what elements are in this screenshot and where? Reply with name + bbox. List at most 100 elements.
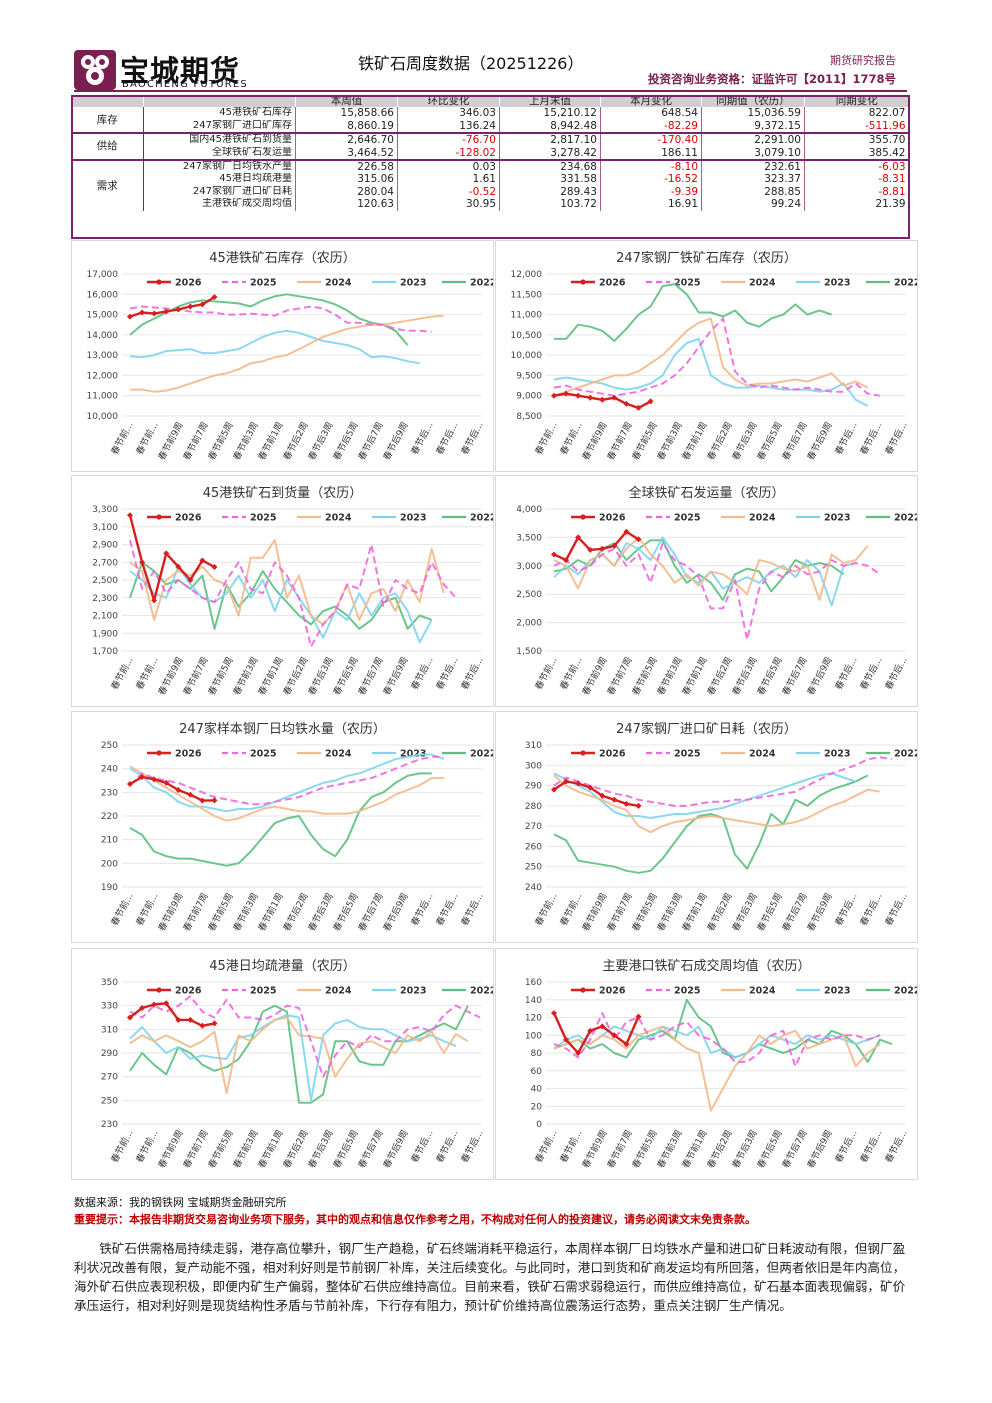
x-tick-label: 春节后...	[882, 655, 909, 692]
chart-panel: 45港铁矿石到货量（农历） 1,700 1,900 2,100 2,300 2,500 2,…	[71, 475, 494, 707]
data-source: 数据来源：我的钢铁网 宝城期货金融研究所	[74, 1196, 287, 1209]
data-point-2026	[587, 546, 594, 553]
series-line-2026	[553, 530, 640, 562]
data-point-2026	[587, 394, 594, 401]
x-tick-label: 春节后...	[458, 1128, 485, 1165]
table-header-cell: 同期变化	[804, 95, 909, 108]
data-point-2026	[199, 557, 206, 564]
data-point-2026	[163, 1000, 170, 1007]
legend-label: 2024	[749, 986, 776, 997]
value-cell: 3,079.10	[701, 146, 805, 161]
legend-label: 2024	[325, 986, 352, 997]
indicator-name: 45港铁矿石库存	[219, 107, 292, 119]
data-point-2026	[139, 773, 146, 780]
value-cell: -128.02	[397, 146, 500, 161]
value-cell: -0.52	[397, 185, 500, 199]
indicator-name: 247家钢厂进口矿日耗	[192, 185, 292, 197]
data-point-2026	[199, 301, 206, 308]
value-cell: 15,210.12	[499, 107, 601, 120]
data-point-2026	[211, 1020, 218, 1027]
chart-title: 247家钢厂进口矿日耗（农历）	[616, 721, 797, 737]
data-point-2026	[127, 313, 133, 320]
value-cell: 16.91	[600, 198, 702, 211]
weekly-data-table: 本周值 环比变化 上月末值 本月变化 同期值（农历） 同期变化 库存 45港铁矿石…	[71, 95, 909, 211]
chart-title: 45港铁矿石库存（农历）	[209, 250, 356, 266]
legend-marker	[580, 750, 586, 756]
value-cell: 103.72	[499, 198, 601, 211]
table-row: 247家钢厂进口矿日耗 280.04 -0.52 289.43 -9.39 288.85-…	[72, 185, 909, 199]
y-tick-label: 2,900	[92, 541, 118, 551]
y-tick-label: 60	[531, 1067, 543, 1077]
x-tick-label: 春节后...	[433, 1128, 460, 1165]
x-tick-label: 春节后...	[857, 891, 884, 928]
data-point-2026	[575, 780, 582, 787]
series-line-2022	[129, 1004, 469, 1104]
y-tick-label: 220	[101, 812, 118, 822]
value-cell: 385.42	[804, 146, 909, 161]
y-tick-label: 260	[525, 842, 542, 852]
legend-label: 2025	[674, 749, 700, 760]
y-tick-label: 9,000	[516, 392, 542, 402]
series-line-2025	[129, 995, 481, 1078]
data-point-2026	[175, 1016, 182, 1023]
data-point-2026	[587, 1027, 594, 1034]
line-chart: 247家样本钢厂日均铁水量（农历） 190 200 210 220 230 240 250 春节…	[101, 721, 493, 933]
y-tick-label: 140	[525, 996, 542, 1006]
data-point-2026	[187, 577, 194, 583]
y-tick-label: 310	[525, 741, 542, 751]
data-point-2026	[139, 1005, 146, 1012]
series-line-2022	[554, 283, 832, 342]
value-cell: 8,860.19	[295, 119, 398, 134]
data-point-2026	[599, 1023, 606, 1030]
legend-label: 2026	[175, 513, 202, 524]
legend-label: 2024	[749, 513, 776, 524]
series-line-2024	[129, 1016, 469, 1095]
data-point-2026	[163, 550, 170, 557]
y-tick-label: 190	[101, 883, 118, 893]
series-line-2022	[129, 293, 409, 346]
value-cell: 3,464.52	[295, 146, 398, 161]
x-tick-label: 春节前...	[532, 420, 559, 457]
value-cell: 346.03	[397, 107, 500, 120]
data-point-2026	[139, 309, 146, 316]
data-point-2026	[211, 797, 218, 804]
value-cell: -8.31	[804, 173, 909, 186]
legend-marker	[156, 987, 162, 993]
x-tick-label: 春节前...	[532, 655, 559, 692]
legend-label: 2025	[250, 749, 276, 760]
table-row: 供给 国内45港铁矿石到货量 2,646.70 -76.70 2,817.10 -170.…	[71, 132, 909, 161]
value-cell: 21.39	[804, 198, 909, 211]
series-line-2022	[129, 772, 432, 867]
y-tick-label: 2,500	[92, 576, 118, 586]
legend-label: 2025	[674, 986, 700, 997]
indicator-name: 247家钢厂日均铁水产量	[143, 159, 296, 174]
x-tick-label: 春节后...	[408, 1128, 435, 1165]
line-chart: 主要港口铁矿石成交周均值（农历） 0 20 40 60 80 100 120 140 160 春节前…	[525, 958, 917, 1170]
legend-label: 2026	[175, 986, 202, 997]
data-point-2026	[635, 404, 642, 411]
indicator-name: 国内45港铁矿石到货量	[143, 132, 296, 147]
y-tick-label: 310	[101, 1025, 118, 1035]
legend-label: 2024	[325, 278, 352, 289]
data-point-2026	[623, 1041, 630, 1048]
value-cell: 99.24	[701, 198, 805, 211]
data-point-2026	[199, 1022, 206, 1029]
data-point-2026	[611, 394, 618, 401]
data-point-2026	[563, 557, 570, 564]
x-tick-label: 春节前...	[133, 1128, 160, 1165]
value-cell: 226.58	[295, 159, 398, 174]
y-tick-label: 1,500	[516, 647, 542, 657]
series-line-2023	[129, 329, 420, 365]
legend-marker	[580, 987, 586, 993]
x-tick-label: 春节前...	[108, 1128, 135, 1165]
data-point-2026	[175, 563, 182, 570]
data-point-2026	[623, 528, 630, 535]
data-point-2026	[599, 545, 606, 552]
data-point-2026	[647, 398, 654, 405]
table-row: 45港日均疏港量 315.06 1.61 331.58 -16.52 323.37 -8.3…	[72, 173, 909, 186]
value-cell: -8.81	[804, 185, 909, 199]
series-line-2026	[552, 1012, 640, 1055]
data-point-2026	[575, 1050, 582, 1056]
